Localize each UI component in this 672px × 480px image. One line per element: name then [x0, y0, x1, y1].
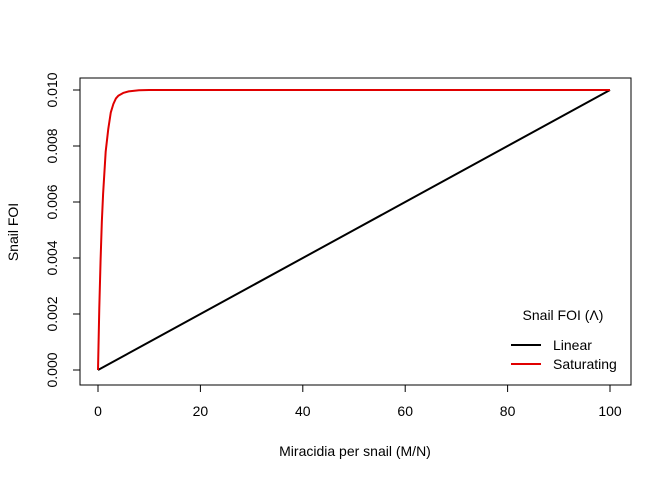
- y-tick-label: 0.000: [44, 352, 60, 387]
- x-tick-label: 0: [94, 403, 102, 419]
- series-line-saturating: [97, 89, 610, 371]
- legend-title: Snail FOI (Λ): [523, 307, 604, 323]
- y-tick-label: 0.010: [44, 72, 60, 107]
- x-axis: 0 20 40 60 80 100: [94, 384, 622, 419]
- legend: Snail FOI (Λ) Linear Saturating: [511, 307, 617, 372]
- y-axis-title: Snail FOI: [5, 203, 21, 261]
- series-line-linear: [97, 89, 611, 371]
- y-tick-label: 0.002: [44, 296, 60, 331]
- x-tick-label: 20: [193, 403, 209, 419]
- legend-label-saturating: Saturating: [553, 356, 617, 372]
- y-axis: 0.000 0.002 0.004 0.006 0.008 0.010: [44, 72, 81, 388]
- x-tick-label: 80: [500, 403, 516, 419]
- x-tick-label: 60: [397, 403, 413, 419]
- y-tick-label: 0.006: [44, 184, 60, 219]
- y-tick-label: 0.008: [44, 128, 60, 163]
- x-tick-label: 100: [598, 403, 622, 419]
- legend-label-linear: Linear: [553, 337, 592, 353]
- x-tick-label: 40: [295, 403, 311, 419]
- series-layer: [97, 89, 611, 371]
- y-tick-label: 0.004: [44, 240, 60, 275]
- x-axis-title: Miracidia per snail (M/N): [279, 443, 431, 459]
